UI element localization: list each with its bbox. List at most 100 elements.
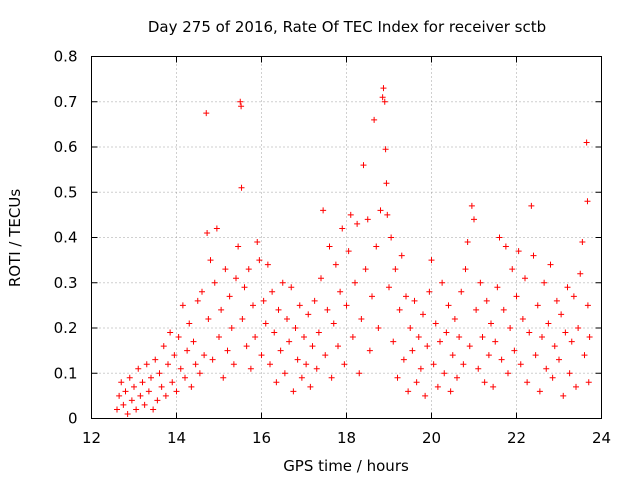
data-point (424, 343, 431, 350)
data-point (366, 347, 373, 354)
data-point (377, 207, 384, 214)
data-point (243, 343, 250, 350)
data-point (579, 239, 586, 246)
data-point (343, 302, 350, 309)
data-point (584, 302, 591, 309)
data-point (133, 406, 140, 413)
data-point (432, 320, 439, 327)
data-point (339, 225, 346, 232)
data-point (407, 325, 414, 331)
data-point (566, 370, 573, 377)
data-point (226, 293, 233, 300)
data-point (141, 401, 148, 408)
data-point (409, 347, 416, 354)
data-point (585, 379, 592, 386)
data-point (381, 98, 388, 105)
data-point (439, 279, 446, 286)
data-point (441, 370, 448, 377)
data-point (403, 293, 409, 300)
data-point (481, 379, 488, 386)
data-point (417, 365, 424, 372)
data-point (543, 365, 550, 372)
data-point (305, 311, 312, 318)
data-point (315, 329, 322, 336)
data-point (362, 266, 369, 273)
data-point (288, 284, 295, 291)
data-point (322, 352, 329, 359)
data-point (434, 383, 441, 390)
y-tick-label: 0.5 (54, 183, 78, 201)
data-point (307, 383, 314, 390)
data-point (490, 383, 497, 390)
data-point (196, 370, 203, 377)
data-point (545, 320, 552, 327)
data-point (577, 270, 584, 277)
data-point (369, 293, 375, 300)
data-point (139, 379, 146, 386)
data-point (116, 392, 123, 399)
data-point (519, 315, 526, 322)
data-point (437, 338, 443, 345)
data-point (507, 325, 514, 331)
data-point (477, 279, 484, 286)
data-point (352, 279, 358, 286)
data-point (398, 252, 405, 259)
data-point (247, 365, 254, 372)
data-point (114, 406, 120, 413)
data-point (354, 220, 361, 227)
data-point (218, 306, 225, 313)
data-point (190, 338, 197, 345)
y-tick-label: 0.7 (54, 93, 78, 111)
data-point (281, 370, 288, 377)
data-point (583, 139, 590, 146)
data-point (500, 306, 507, 313)
data-point (279, 279, 286, 286)
data-point (515, 248, 522, 255)
data-point (207, 257, 214, 264)
data-point (137, 392, 144, 399)
data-point (150, 406, 157, 413)
data-point (483, 297, 490, 304)
data-point (148, 374, 154, 381)
data-point (239, 315, 246, 322)
data-point (413, 379, 420, 386)
data-point (394, 374, 401, 381)
data-point (233, 275, 239, 282)
data-point (382, 146, 389, 153)
data-point (203, 110, 210, 117)
data-point (390, 338, 397, 345)
data-point (320, 207, 327, 214)
data-point (237, 98, 244, 105)
data-point (380, 85, 387, 92)
data-point (371, 116, 378, 123)
data-point (313, 365, 320, 372)
data-point (154, 397, 161, 404)
data-point (238, 103, 245, 110)
data-point (324, 306, 331, 313)
data-point (298, 374, 305, 381)
data-point (143, 361, 150, 368)
data-point (430, 361, 437, 368)
data-point (213, 225, 220, 232)
data-point (222, 266, 229, 273)
y-tick-label: 0.1 (54, 364, 78, 382)
x-tick-label: 24 (592, 429, 611, 447)
data-point (541, 279, 548, 286)
data-point (492, 338, 499, 345)
y-tick-labels: 0 0.1 0.2 0.3 0.4 0.5 0.6 0.7 0.8 (54, 48, 78, 428)
data-point (201, 352, 208, 359)
data-point (205, 315, 212, 322)
data-point (498, 356, 505, 363)
data-point (211, 279, 218, 286)
data-point (126, 374, 133, 381)
x-tick-label: 12 (82, 429, 101, 447)
data-point (449, 352, 456, 359)
data-points (114, 85, 593, 417)
data-point (356, 370, 363, 377)
data-point (428, 257, 435, 264)
data-point (318, 275, 324, 282)
data-point (517, 361, 524, 368)
y-tick-label: 0.3 (54, 274, 78, 292)
data-point (260, 297, 267, 304)
data-point (547, 261, 554, 268)
